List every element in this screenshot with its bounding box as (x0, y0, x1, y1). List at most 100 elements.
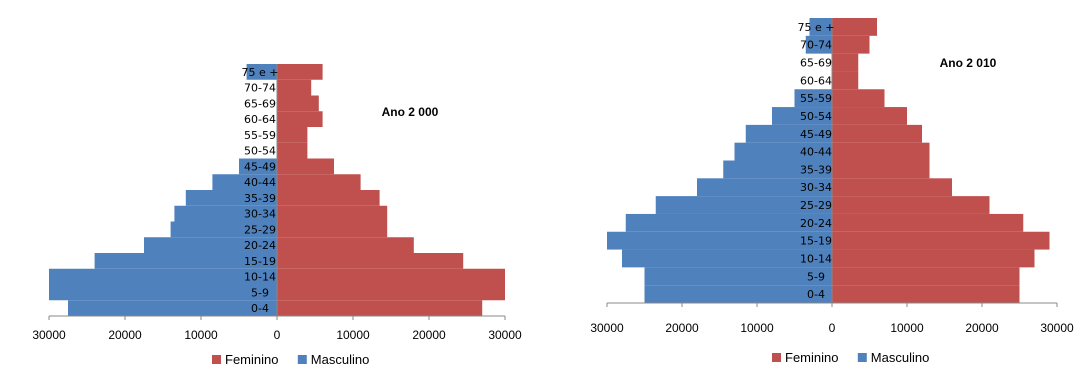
bar-feminino-70-74 (832, 35, 870, 54)
x-tick-label: 0 (829, 321, 836, 335)
chart-1: 0-4 5-9 10-14 15-19 20-24 25-29 30-34 35-39 40-4… (32, 64, 522, 367)
legend-label-feminino: Feminino (785, 350, 838, 365)
chart-title: Ano 2 000 (382, 105, 439, 119)
category-label: 10-14 (244, 271, 276, 284)
legend-swatch-masculino (297, 355, 307, 364)
bar-feminino-35-39 (277, 190, 380, 206)
bar-feminino-30-34 (277, 205, 388, 222)
category-label: 75 e + (242, 66, 279, 79)
category-label: 0-4 (251, 302, 269, 315)
bar-masculino-0-4 (644, 285, 832, 303)
category-label: 20-24 (800, 217, 832, 230)
category-label: 70-74 (244, 82, 276, 95)
bar-masculino-10-14 (622, 249, 832, 268)
category-label: 40-44 (244, 176, 276, 189)
bar-feminino-0-4 (277, 300, 483, 316)
bar-masculino-15-19 (607, 231, 832, 250)
bar-feminino-20-24 (277, 237, 414, 253)
bar-masculino-70-74 (805, 35, 832, 54)
category-label: 10-14 (800, 252, 832, 265)
x-tick-label: 0 (274, 328, 281, 342)
bar-feminino-25-29 (277, 221, 388, 238)
category-label: 40-44 (800, 146, 832, 159)
bar-feminino-10-14 (832, 249, 1035, 268)
bar-feminino-45-49 (277, 158, 334, 175)
legend: Feminino Masculino (212, 352, 369, 367)
legend: Feminino Masculino (772, 350, 929, 365)
category-label: 15-19 (244, 255, 276, 268)
bar-masculino-45-49 (239, 158, 277, 175)
bar-masculino-20-24 (625, 213, 832, 232)
bar-masculino-30-34 (697, 178, 832, 197)
category-label: 5-9 (807, 270, 825, 283)
bar-masculino-20-24 (144, 237, 277, 253)
bar-feminino-30-34 (832, 178, 952, 197)
bar-feminino-5-9 (277, 284, 505, 301)
x-tick-label: 10000 (184, 328, 218, 342)
category-label: 45-49 (244, 160, 276, 173)
bar-masculino-45-49 (745, 124, 832, 143)
x-tick-label: 10000 (890, 321, 924, 335)
chart-2: 0-4 5-9 10-14 15-19 20-24 25-29 30-34 35-39 40-4… (590, 18, 1074, 365)
category-label: 60-64 (244, 113, 276, 126)
bar-feminino-0-4 (832, 285, 1020, 303)
x-tick-label: 30000 (32, 328, 66, 342)
x-tick-label: 30000 (1040, 321, 1074, 335)
bar-masculino-5-9 (644, 267, 832, 286)
bar-masculino-10-14 (49, 268, 277, 285)
x-tick-label: 20000 (665, 321, 699, 335)
x-tick-label: 20000 (108, 328, 142, 342)
bar-masculino-40-44 (212, 174, 277, 190)
category-label: 60-64 (800, 74, 832, 87)
category-label: 30-34 (244, 208, 276, 221)
category-label: 5-9 (251, 286, 269, 299)
category-label: 50-54 (244, 145, 276, 158)
bar-feminino-70-74 (277, 79, 312, 96)
bar-feminino-55-59 (277, 127, 308, 143)
category-label: 35-39 (800, 163, 832, 176)
bar-masculino-75 e + (809, 18, 832, 36)
bar-feminino-60-64 (832, 71, 859, 90)
legend-swatch-masculino (857, 353, 867, 362)
bar-masculino-5-9 (49, 284, 277, 301)
bar-feminino-15-19 (277, 253, 464, 269)
bar-feminino-10-14 (277, 268, 505, 285)
category-label: 20-24 (244, 239, 276, 252)
bar-masculino-50-54 (772, 107, 832, 125)
x-tick-label: 10000 (740, 321, 774, 335)
bar-feminino-55-59 (832, 89, 885, 108)
x-tick-label: 30000 (488, 328, 522, 342)
bar-feminino-20-24 (832, 213, 1024, 232)
chart-title: Ano 2 010 (940, 56, 997, 70)
bar-feminino-45-49 (832, 124, 922, 143)
bar-feminino-50-54 (277, 142, 308, 159)
category-label: 45-49 (800, 128, 832, 141)
category-label: 65-69 (244, 97, 276, 110)
category-label: 30-34 (800, 181, 832, 194)
bar-feminino-75 e + (832, 18, 877, 36)
bar-masculino-15-19 (94, 253, 277, 269)
legend-swatch-feminino (772, 353, 781, 362)
bar-feminino-65-69 (277, 95, 319, 112)
bar-masculino-55-59 (794, 89, 832, 108)
category-label: 55-59 (244, 129, 276, 142)
legend-label-masculino: Masculino (871, 350, 930, 365)
x-tick-label: 30000 (590, 321, 624, 335)
legend-label-feminino: Feminino (225, 352, 278, 367)
category-label: 65-69 (800, 57, 832, 70)
bar-feminino-50-54 (832, 107, 907, 125)
category-label: 35-39 (244, 192, 276, 205)
category-label: 55-59 (800, 92, 832, 105)
bar-masculino-0-4 (68, 300, 277, 316)
bar-masculino-25-29 (655, 196, 832, 214)
bar-masculino-35-39 (723, 160, 832, 179)
category-label: 50-54 (800, 110, 832, 123)
bar-feminino-40-44 (832, 142, 930, 161)
category-label: 25-29 (244, 223, 276, 236)
bar-feminino-60-64 (277, 111, 323, 127)
bar-feminino-25-29 (832, 196, 990, 214)
bar-feminino-5-9 (832, 267, 1020, 286)
x-tick-label: 10000 (336, 328, 370, 342)
category-label: 0-4 (807, 288, 825, 301)
